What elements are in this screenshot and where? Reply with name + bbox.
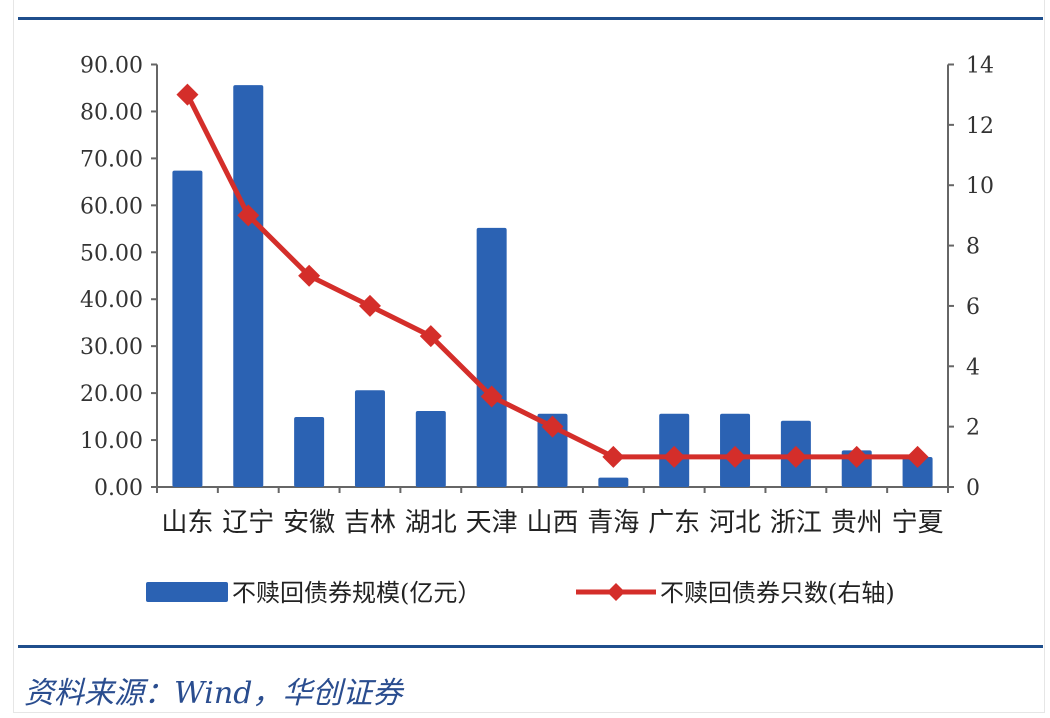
combo-chart: 0.00 10.00 20.00 30.00 40.00 50.00 60.00 70.00 8…: [80, 54, 994, 608]
category-label: 安徽: [283, 508, 335, 538]
left-tick-label: 80.00: [80, 100, 143, 125]
bar-辽宁: [233, 85, 264, 488]
bottom-rule: [18, 645, 1043, 648]
diamond-marker: [602, 445, 625, 468]
bar-安徽: [294, 417, 325, 487]
bar-天津: [476, 227, 507, 487]
diamond-marker: [663, 445, 686, 468]
category-label: 宁夏: [892, 508, 944, 538]
diamond-marker: [724, 445, 747, 468]
left-tick-label: 20.00: [80, 382, 143, 407]
category-label: 辽宁: [222, 508, 274, 538]
bar-青海: [598, 477, 629, 487]
left-tick-label: 30.00: [80, 335, 143, 360]
left-tick-label: 60.00: [80, 194, 143, 219]
bar-湖北: [415, 410, 446, 487]
count-line: [185, 93, 918, 460]
diamond-marker: [358, 294, 381, 317]
category-label: 浙江: [770, 508, 822, 538]
diamond-marker: [845, 445, 868, 468]
bar-山东: [172, 170, 203, 487]
source-note: 资料来源：Wind，华创证券: [24, 676, 403, 711]
category-label: 广东: [648, 508, 700, 538]
legend-bar-swatch: [146, 582, 228, 602]
diamond-marker: [176, 83, 199, 106]
category-label: 河北: [709, 508, 761, 538]
right-tick-label: 0: [966, 476, 980, 501]
top-rule: [18, 17, 1043, 20]
category-label: 山东: [161, 508, 213, 538]
category-label: 山西: [526, 508, 578, 538]
right-tick-label: 8: [966, 235, 980, 260]
left-tick-label: 90.00: [80, 54, 143, 79]
diamond-marker: [784, 445, 807, 468]
category-label: 贵州: [831, 508, 883, 538]
legend-line-label: 不赎回债券只数(右轴): [660, 579, 895, 607]
category-label: 吉林: [344, 508, 396, 538]
left-tick-label: 40.00: [80, 288, 143, 313]
left-tick-label: 10.00: [80, 429, 143, 454]
right-tick-label: 14: [966, 54, 994, 79]
left-tick-label: 50.00: [80, 241, 143, 266]
category-label: 天津: [466, 508, 518, 538]
chart-frame: [13, 0, 1045, 713]
right-tick-label: 2: [966, 416, 980, 441]
right-tick-label: 10: [966, 174, 994, 199]
diamond-marker: [298, 264, 321, 287]
category-label: 湖北: [405, 508, 457, 538]
category-label: 青海: [587, 508, 639, 538]
bar-吉林: [354, 390, 385, 487]
legend-diamond-icon: [607, 583, 625, 601]
left-tick-label: 70.00: [80, 147, 143, 172]
right-tick-label: 4: [966, 355, 980, 380]
diamond-marker: [906, 445, 929, 468]
diamond-marker: [541, 415, 564, 438]
diamond-marker: [419, 325, 442, 348]
left-tick-label: 0.00: [94, 476, 143, 501]
bar-宁夏: [902, 456, 933, 487]
diamond-marker: [237, 204, 260, 227]
diamond-marker: [480, 385, 503, 408]
right-tick-label: 6: [966, 295, 980, 320]
right-tick-label: 12: [966, 114, 994, 139]
legend-bar-label: 不赎回债券规模(亿元）: [232, 579, 481, 607]
